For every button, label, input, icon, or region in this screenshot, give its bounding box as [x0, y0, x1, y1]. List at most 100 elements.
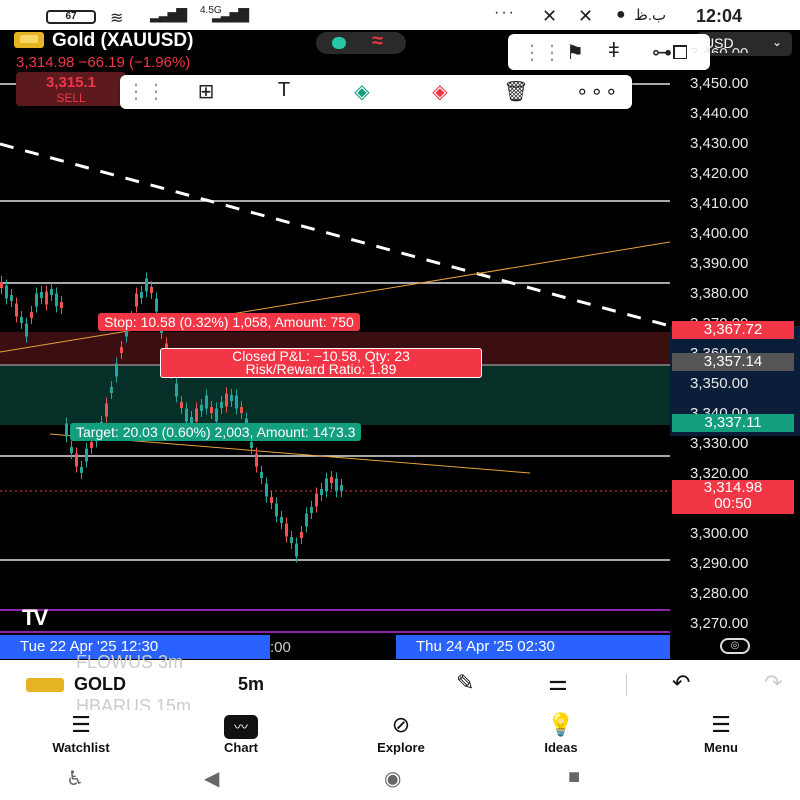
delete-icon[interactable]: 🗑: [503, 81, 529, 103]
candle: [325, 478, 328, 492]
candle: [335, 478, 338, 492]
lightbulb-icon: 💡: [547, 712, 575, 737]
target-label[interactable]: Target: 20.03 (0.60%) 2,003, Amount: 147…: [70, 423, 362, 441]
closed-pnl-line: Closed P&L: −10.58, Qty: 23: [232, 348, 410, 364]
x-icon: ✕: [542, 6, 558, 26]
candle: [270, 497, 273, 503]
price-tick: 3,440.00: [690, 105, 749, 122]
candle: [175, 383, 178, 397]
candle: [105, 403, 108, 417]
candle: [285, 523, 288, 537]
candle: [65, 423, 68, 437]
candle: [40, 292, 43, 298]
drag-handle-icon-2[interactable]: ⋮⋮: [126, 81, 166, 103]
home-icon[interactable]: ◉: [384, 768, 402, 790]
price-tick: 3,430.00: [690, 135, 749, 152]
candle: [15, 303, 18, 317]
drag-handle-icon[interactable]: ⋮⋮: [522, 42, 562, 64]
price-tick: 3,320.00: [690, 465, 749, 482]
bottom-nav: ☰ Watchlist 〰 Chart ⊘ Explore 💡 Ideas ☰ …: [0, 710, 800, 758]
nav-ideas[interactable]: 💡 Ideas: [506, 710, 616, 755]
candle: [210, 407, 213, 413]
accessibility-icon[interactable]: ♿: [66, 768, 84, 790]
candle: [30, 312, 33, 318]
nav-explore[interactable]: ⊘ Explore: [346, 710, 456, 755]
candle: [320, 489, 323, 495]
x-icon-2: ✕: [578, 6, 594, 26]
timeframe-select[interactable]: 5m: [238, 674, 265, 694]
candle: [0, 282, 3, 288]
candle: [140, 292, 143, 298]
target-price-tag: 3,337.11: [672, 414, 794, 432]
text-icon[interactable]: T: [277, 79, 291, 101]
candle: [215, 408, 218, 422]
watchlist-icon: ☰: [71, 712, 91, 737]
symbol-name[interactable]: Gold (XAUUSD): [52, 30, 194, 51]
candle: [115, 363, 118, 377]
flag-icon[interactable]: ⚑: [566, 42, 584, 64]
price-tick: 3,300.00: [690, 525, 749, 542]
candle: [135, 293, 138, 307]
candle: [195, 408, 198, 422]
stop-label[interactable]: Stop: 10.58 (0.32%) 1,058, Amount: 750: [98, 313, 360, 331]
eye-icon[interactable]: ◎: [720, 638, 750, 654]
candle: [10, 295, 13, 301]
recents-icon[interactable]: ■: [568, 766, 581, 788]
symbol-select[interactable]: GOLD: [74, 674, 126, 694]
chart-canvas[interactable]: [0, 30, 800, 660]
levels-icon[interactable]: ⊶⧠: [652, 42, 688, 64]
pencil-icon[interactable]: ✎: [456, 670, 475, 695]
divider: [626, 674, 627, 696]
nav-watchlist[interactable]: ☰ Watchlist: [26, 710, 136, 755]
candle: [90, 442, 93, 448]
time-axis-right-date[interactable]: Thu 24 Apr '25 02:30: [396, 635, 670, 659]
fill-color-icon[interactable]: ◈: [354, 81, 370, 103]
candle: [230, 395, 233, 401]
price-tick: 3,400.00: [690, 225, 749, 242]
market-status-pill[interactable]: ≈: [316, 30, 406, 54]
more-notifications: ···: [494, 4, 516, 21]
drawing-toolbar[interactable]: ⋮⋮ ⊞ T ◈ ◈ 🗑 ∘∘∘: [120, 75, 632, 109]
symbol-selector-row[interactable]: FLOWUS 3m GOLD 5m HBARUS 15m ✎ ⚌ ↶ ↷: [0, 652, 800, 716]
nav-ideas-label: Ideas: [544, 740, 578, 755]
more-icon[interactable]: ∘∘∘: [576, 81, 620, 103]
template-icon[interactable]: ⊞: [197, 81, 215, 103]
drawing-toolbar-secondary[interactable]: ⋮⋮ ⚑ ǂ ⊶⧠: [508, 34, 710, 70]
undo-icon[interactable]: ↶: [672, 670, 691, 695]
candle: [190, 417, 193, 423]
redo-icon[interactable]: ↷: [764, 670, 783, 695]
nav-chart[interactable]: 〰 Chart: [186, 710, 296, 755]
candle: [85, 448, 88, 462]
price-tick: 3,410.00: [690, 195, 749, 212]
current-price-tag: 3,314.98 00:50: [672, 480, 794, 514]
candle: [295, 543, 298, 557]
symbol-header[interactable]: Gold (XAUUSD): [14, 30, 193, 52]
candle: [155, 298, 158, 312]
candle: [50, 289, 53, 295]
message-icon: ●: [616, 6, 626, 23]
chart-area[interactable]: Gold (XAUUSD) ≈ 3,314.98 −66.19 (−1.96%)…: [0, 30, 800, 660]
sell-button[interactable]: 3,315.1 SELL: [16, 72, 126, 106]
candle: [305, 513, 308, 527]
closed-pnl-label[interactable]: Closed P&L: −10.58, Qty: 23 Risk/Reward …: [160, 348, 482, 378]
wifi-icon: ≋: [110, 10, 124, 27]
back-icon[interactable]: ◀: [204, 768, 220, 790]
indicators-icon[interactable]: ⚌: [548, 670, 568, 695]
entry-price-tag: 3,357.14: [672, 353, 794, 371]
candle: [20, 317, 23, 323]
nav-explore-label: Explore: [377, 740, 425, 755]
candle: [150, 287, 153, 293]
currency-label: USD: [704, 35, 734, 51]
battery-icon: 67: [46, 10, 96, 24]
time-axis-left-date[interactable]: Tue 22 Apr '25 12:30: [0, 635, 270, 659]
candle: [60, 302, 63, 308]
candle: [265, 483, 268, 497]
currency-select[interactable]: USD ⌄: [696, 32, 792, 56]
stop-price-tag: 3,367.72: [672, 321, 794, 339]
stop-color-icon[interactable]: ◈: [432, 81, 448, 103]
clock: 12:04: [696, 6, 743, 26]
pin-icon[interactable]: ǂ: [608, 40, 620, 62]
signal-icon: ▂▃▅▇: [150, 6, 187, 22]
gold-icon-small: [26, 678, 64, 692]
nav-menu[interactable]: ☰ Menu: [666, 710, 776, 755]
